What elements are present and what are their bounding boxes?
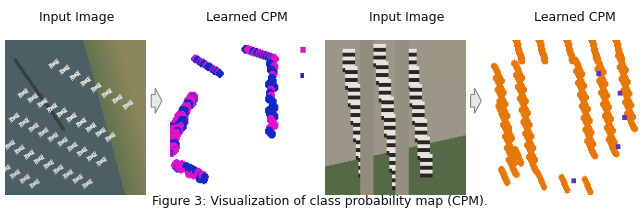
Text: Input Image: Input Image [369, 11, 444, 24]
Text: Learned CPM: Learned CPM [205, 11, 287, 24]
FancyArrow shape [151, 88, 162, 113]
Text: Learned CPM: Learned CPM [534, 11, 616, 24]
Text: Figure 3: Visualization of class probability map (CPM).: Figure 3: Visualization of class probabi… [152, 195, 488, 208]
Text: Input Image: Input Image [39, 11, 115, 24]
FancyArrow shape [470, 88, 481, 113]
